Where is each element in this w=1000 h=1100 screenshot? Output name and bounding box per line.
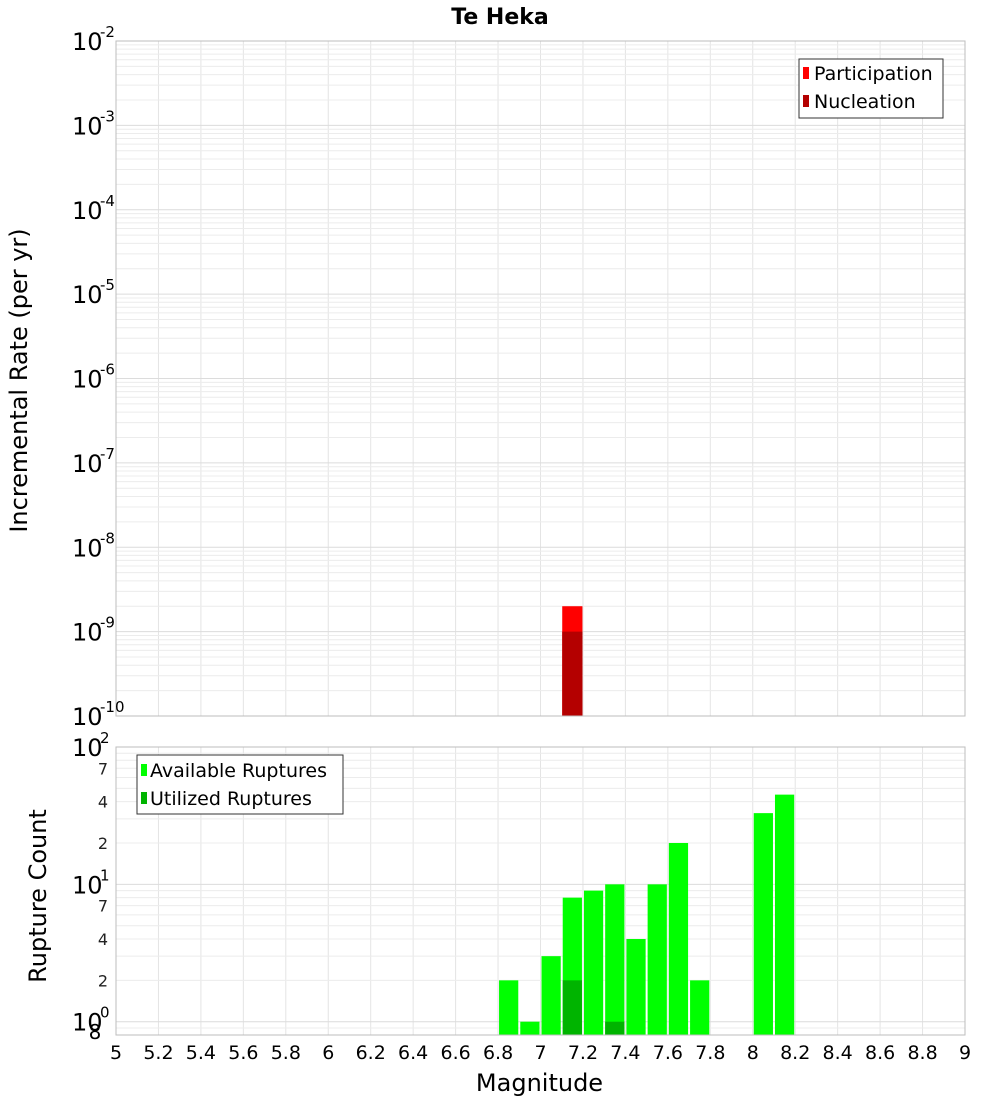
top-plot-border (115, 40, 966, 717)
top-y-tick-exp: -9 (100, 614, 115, 632)
top-y-tick-base: 10 (72, 534, 103, 562)
top-y-tick-base: 10 (72, 197, 103, 225)
top-legend-swatch (803, 67, 809, 79)
top-y-tick-exp: -8 (100, 529, 115, 547)
top-series-nucleation (562, 631, 583, 716)
bottom-bar (605, 884, 625, 1035)
x-tick-label: 6.6 (440, 1042, 470, 1064)
x-tick-label: 8 (747, 1042, 759, 1064)
x-tick-label: 8.6 (865, 1042, 895, 1064)
top-y-tick-exp: -4 (100, 192, 115, 210)
bottom-y-tick-minor: 7 (98, 759, 108, 778)
x-tick-label: 5.8 (271, 1042, 301, 1064)
x-tick-label: 5.2 (143, 1042, 173, 1064)
top-legend-label: Participation (814, 63, 933, 85)
top-y-tick-exp: -7 (100, 445, 115, 463)
top-y-tick-base: 10 (72, 366, 103, 394)
top-grid (115, 41, 966, 717)
x-tick-label: 6.4 (398, 1042, 428, 1064)
x-tick-label: 8.4 (823, 1042, 853, 1064)
x-tick-label: 8.2 (780, 1042, 810, 1064)
bottom-bar (562, 980, 582, 1035)
bottom-bar (690, 980, 710, 1035)
bottom-legend-label: Utilized Ruptures (150, 788, 312, 810)
top-legend: Participation Nucleation (798, 58, 944, 119)
top-panel: 10-1010-910-810-710-610-510-410-310-2Inc… (5, 23, 966, 731)
bottom-legend-swatch (141, 792, 147, 804)
bottom-y-axis-label: Rupture Count (24, 809, 52, 983)
x-tick-label: 5 (110, 1042, 122, 1064)
x-tick-label: 5.6 (228, 1042, 258, 1064)
bottom-bar (668, 843, 689, 1035)
bottom-bar (647, 884, 667, 1035)
x-tick-label: 6.8 (483, 1042, 513, 1064)
top-legend-label: Nucleation (814, 91, 916, 113)
bottom-bar (753, 813, 773, 1035)
bottom-y-tick-base: 10 (72, 734, 103, 762)
top-y-tick-exp: -3 (100, 107, 115, 125)
top-y-tick-base: 10 (72, 281, 103, 309)
bottom-bar (774, 794, 795, 1035)
chart-title: Te Heka (451, 5, 548, 30)
top-bar (562, 631, 583, 716)
top-y-tick-base: 10 (72, 619, 103, 647)
x-tick-label: 9 (959, 1042, 971, 1064)
bottom-series-available (499, 794, 795, 1035)
bottom-bar (605, 1021, 625, 1035)
top-y-axis-label: Incremental Rate (per yr) (5, 228, 33, 532)
bottom-y-tick-base: 10 (72, 1009, 103, 1037)
top-y-tick-exp: -2 (100, 23, 115, 41)
bottom-legend: Available Ruptures Utilized Ruptures (136, 754, 344, 815)
top-y-tick-base: 10 (72, 703, 103, 731)
bottom-legend-label: Available Ruptures (150, 760, 327, 782)
bottom-bar (626, 939, 646, 1035)
x-tick-label: 7.2 (568, 1042, 598, 1064)
bottom-y-tick-minor: 2 (98, 834, 108, 853)
bottom-y-tick-minor: 7 (98, 897, 108, 916)
bottom-y-tick-minor: 2 (98, 971, 108, 990)
top-y-tick-exp: -10 (100, 698, 125, 716)
bottom-bar (520, 1021, 540, 1035)
bottom-y-tick-minor: 4 (98, 930, 108, 949)
top-legend-box (798, 58, 944, 119)
bottom-bar (541, 956, 561, 1035)
x-tick-label: 6 (322, 1042, 334, 1064)
x-tick-label: 6.2 (356, 1042, 386, 1064)
x-tick-label: 7.8 (695, 1042, 725, 1064)
bottom-bar (583, 890, 604, 1035)
bottom-y-tick-exp: 1 (100, 866, 110, 884)
x-tick-label: 8.8 (907, 1042, 937, 1064)
top-y-tick-base: 10 (72, 28, 103, 56)
bottom-y-tick-minor: 8 (89, 1020, 102, 1044)
x-tick-label: 5.4 (186, 1042, 216, 1064)
bottom-y-tick-exp: 2 (100, 729, 110, 747)
bottom-legend-swatch (141, 764, 147, 776)
bottom-y-tick-minor: 4 (98, 793, 108, 812)
top-y-tick-base: 10 (72, 112, 103, 140)
top-y-tick-base: 10 (72, 450, 103, 478)
x-tick-label: 7 (534, 1042, 546, 1064)
bottom-bar (499, 980, 519, 1035)
top-legend-swatch (803, 95, 809, 107)
bottom-legend-box (136, 754, 344, 815)
x-axis-label: Magnitude (476, 1069, 603, 1097)
bottom-y-tick-base: 10 (72, 871, 103, 899)
x-tick-label: 7.4 (610, 1042, 640, 1064)
x-tick-label: 7.6 (653, 1042, 683, 1064)
bottom-series-utilized (562, 980, 625, 1035)
top-y-tick-exp: -6 (100, 361, 115, 379)
top-y-tick-exp: -5 (100, 276, 115, 294)
bottom-y-tick-exp: 0 (100, 1004, 110, 1022)
bottom-plot-border (115, 746, 966, 1036)
